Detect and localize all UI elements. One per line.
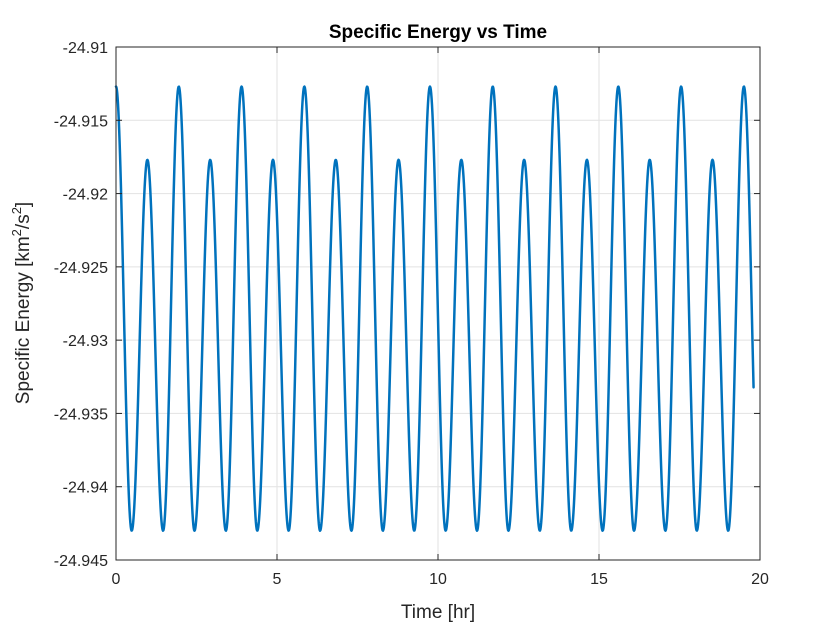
y-tick-label: -24.945 [54,553,108,570]
y-tick-label: -24.915 [54,113,108,130]
y-tick-label: -24.94 [63,480,108,497]
tick-marks [115,46,761,561]
y-axis-label-sup1: 2 [9,229,24,236]
x-axis-label: Time [hr] [401,602,475,623]
y-tick-label: -24.92 [63,187,108,204]
x-tick-labels: 0 5 10 15 20 [112,571,769,588]
y-tick-label: -24.91 [63,40,108,57]
chart-title: Specific Energy vs Time [329,22,547,43]
x-tick-label: 15 [590,571,608,588]
series-line-specific-energy [114,85,755,532]
y-tick-labels: -24.91 -24.915 -24.92 -24.925 -24.93 -24.935 -… [54,40,108,570]
x-tick-label: 5 [273,571,282,588]
y-axis-label-prefix: Specific Energy [km [13,236,34,404]
y-tick-label: -24.93 [63,333,108,350]
y-axis-label-mid: /s [13,214,34,229]
y-tick-label: -24.935 [54,406,108,423]
y-axis-label: Specific Energy [km2/s2] [9,202,34,404]
x-tick-label: 20 [751,571,769,588]
y-axis-label-suffix: ] [13,202,34,207]
x-tick-label: 10 [429,571,447,588]
x-tick-label: 0 [112,571,121,588]
series-layer [114,85,755,532]
y-axis-label-sup2: 2 [9,207,24,214]
y-tick-label: -24.925 [54,260,108,277]
